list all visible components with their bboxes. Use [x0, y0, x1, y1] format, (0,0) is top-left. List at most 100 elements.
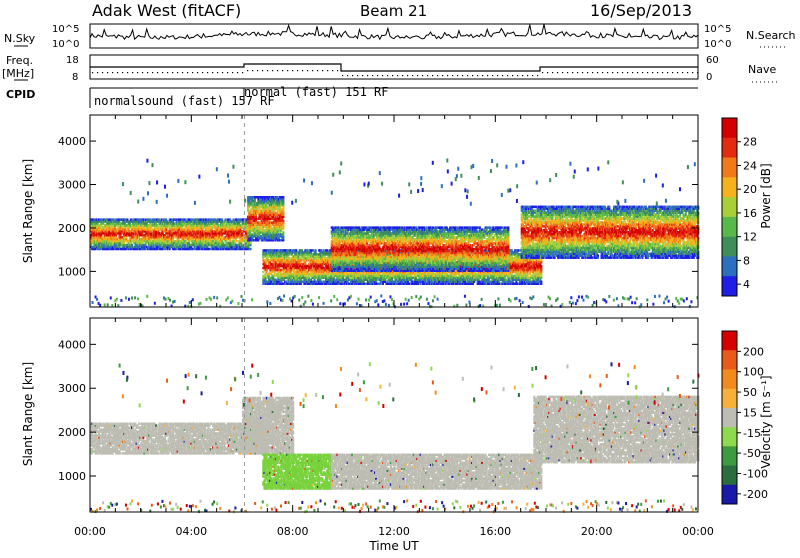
nave-dot [442, 75, 443, 76]
nave-dot [377, 75, 378, 76]
nsky-tick-top: 10^5 [52, 24, 79, 35]
nave-dot [687, 72, 688, 73]
noise-cell [678, 302, 680, 305]
noise-cell [683, 299, 685, 302]
date-title: 16/Sep/2013 [590, 1, 692, 20]
noise-cell [128, 298, 130, 301]
noise-cell [587, 296, 589, 299]
noise-cell [686, 297, 688, 300]
nave-dot [237, 72, 238, 73]
noise-cell [634, 301, 636, 304]
noise-cell [510, 299, 512, 302]
nave-dot [107, 72, 108, 73]
nave-dot [122, 72, 123, 73]
nave-dot [602, 72, 603, 73]
nave-dot [537, 75, 538, 76]
noise-cell [415, 295, 417, 298]
nave-dot [282, 70, 283, 71]
nave-dot [222, 72, 223, 73]
nave-dot [677, 72, 678, 73]
nsky-tick-bottom: 10^0 [52, 39, 79, 50]
noise-cell [557, 297, 559, 300]
noise-cell [376, 299, 378, 302]
nave-dot [152, 72, 153, 73]
nave-dot [192, 72, 193, 73]
noise-cell [333, 295, 335, 298]
noise-cell [578, 295, 580, 298]
power-heatmap-cells [90, 115, 699, 308]
nave-dot [212, 72, 213, 73]
nave-dot [357, 75, 358, 76]
nave-dot [617, 72, 618, 73]
nave-dot [167, 72, 168, 73]
nsky-panel-frame [90, 24, 698, 48]
heatmap-cell [100, 218, 102, 221]
noise-cell [111, 304, 113, 307]
nave-dot [532, 75, 533, 76]
noise-cell [134, 296, 136, 299]
noise-cell [434, 295, 436, 298]
noise-cell [522, 301, 524, 304]
noise-cell [344, 302, 346, 305]
nave-dot [597, 72, 598, 73]
nave-dot [472, 75, 473, 76]
nave-dot [397, 75, 398, 76]
noise-cell [350, 295, 352, 298]
heatmap-cell [192, 248, 194, 251]
noise-cell [174, 300, 176, 303]
nave-dot [647, 72, 648, 73]
noise-cell [110, 296, 112, 299]
nave-dot [427, 75, 428, 76]
nave-dot [252, 70, 253, 71]
nave-dot [307, 70, 308, 71]
noise-cell [576, 299, 578, 302]
nave-dot [382, 75, 383, 76]
nave-dot [522, 75, 523, 76]
noise-cell [666, 296, 668, 299]
noise-cell [370, 296, 372, 299]
noise-cell [310, 299, 312, 302]
noise-cell [266, 300, 268, 303]
nave-dot [127, 72, 128, 73]
nave-dot [137, 72, 138, 73]
nave-dot [682, 72, 683, 73]
nave-dot [512, 75, 513, 76]
noise-cell [330, 299, 332, 302]
noise-cell [304, 300, 306, 303]
noise-cell [636, 297, 638, 300]
heatmap-cell [250, 248, 252, 251]
noise-cell [658, 295, 660, 298]
noise-cell [400, 303, 402, 306]
nave-dot [247, 70, 248, 71]
heatmap-cell [236, 240, 238, 243]
noise-cell [608, 295, 610, 298]
freq-unit: [MHz] [2, 67, 34, 80]
nave-tick-bottom: 0 [706, 72, 712, 83]
noise-cell [652, 303, 654, 306]
heatmap-cell [253, 239, 255, 242]
nave-dot [217, 72, 218, 73]
nave-dot [652, 72, 653, 73]
noise-cell [294, 295, 296, 298]
nave-dot [477, 75, 478, 76]
noise-cell [592, 304, 594, 307]
noise-cell [690, 300, 692, 303]
nave-dot [147, 72, 148, 73]
noise-cell [323, 302, 325, 305]
nave-dot [527, 75, 528, 76]
noise-cell [499, 304, 501, 307]
noise-cell [278, 296, 280, 299]
nave-dot [467, 75, 468, 76]
nave-dot [507, 75, 508, 76]
nave-dot [487, 75, 488, 76]
nave-dot [117, 72, 118, 73]
noise-cell [99, 304, 101, 307]
noise-cell [420, 296, 422, 299]
noise-cell [388, 304, 390, 307]
nave-dot [517, 75, 518, 76]
nave-dot [672, 72, 673, 73]
noise-cell [569, 301, 571, 304]
nave-dot [437, 75, 438, 76]
cpid-label: CPID [6, 88, 35, 101]
nave-dot [362, 75, 363, 76]
